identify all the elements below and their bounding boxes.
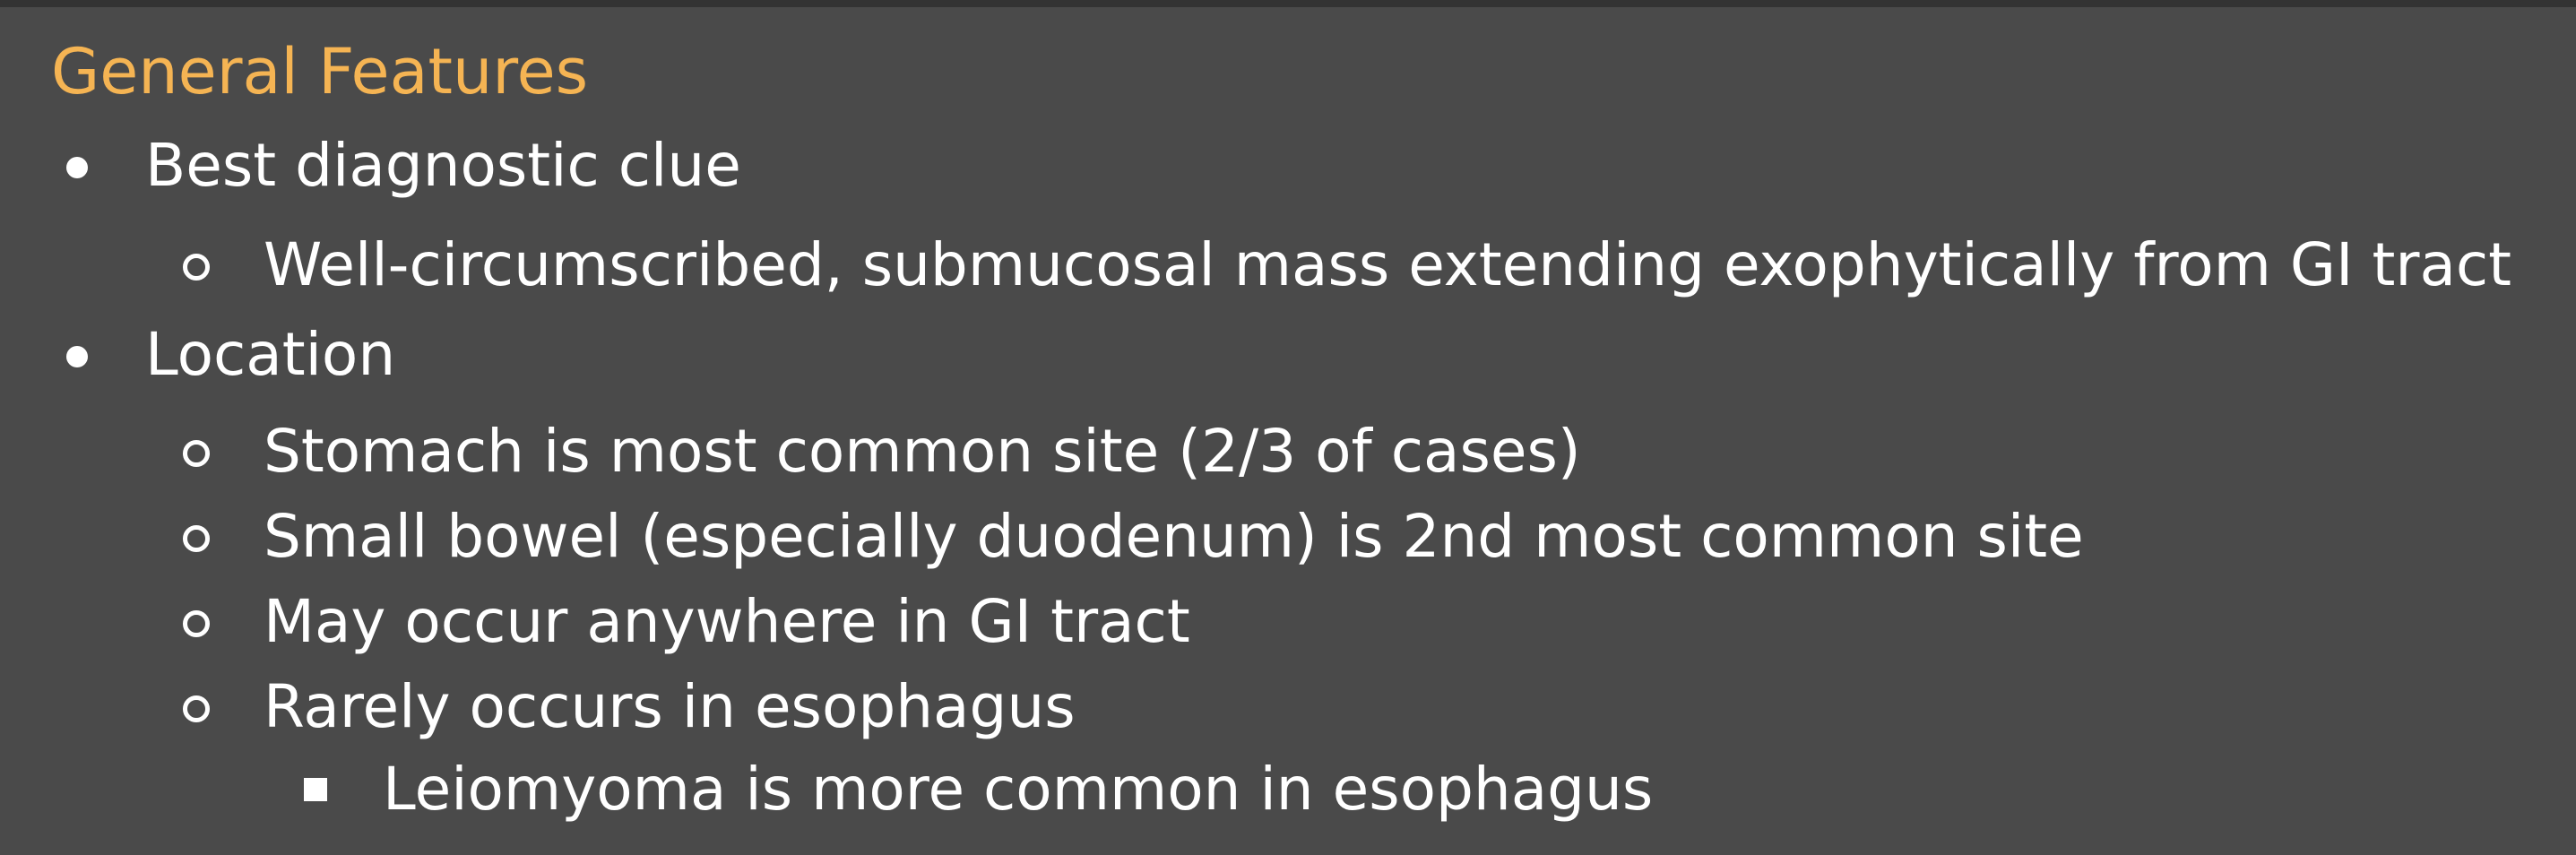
- bullet-text: May occur anywhere in GI tract: [264, 587, 1190, 656]
- bullet-text: Location: [145, 320, 396, 389]
- circle-icon: [183, 440, 210, 467]
- bullet-text: Best diagnostic clue: [145, 131, 741, 200]
- bullet-text: Stomach is most common site (2/3 of case…: [264, 417, 1581, 486]
- disc-icon: [66, 346, 88, 367]
- bullet-text: Leiomyoma is more common in esophagus: [383, 755, 1654, 824]
- bullet-text: Rarely occurs in esophagus: [264, 672, 1076, 741]
- bullet-text: Small bowel (especially duodenum) is 2nd…: [264, 502, 2084, 571]
- circle-icon: [183, 525, 210, 552]
- disc-icon: [66, 157, 88, 178]
- top-border: [0, 0, 2576, 7]
- circle-icon: [183, 254, 210, 281]
- circle-icon: [183, 695, 210, 722]
- slide-heading: General Features: [51, 35, 589, 108]
- square-icon: [304, 778, 327, 801]
- bullet-text: Well-circumscribed, submucosal mass exte…: [264, 230, 2512, 299]
- circle-icon: [183, 610, 210, 637]
